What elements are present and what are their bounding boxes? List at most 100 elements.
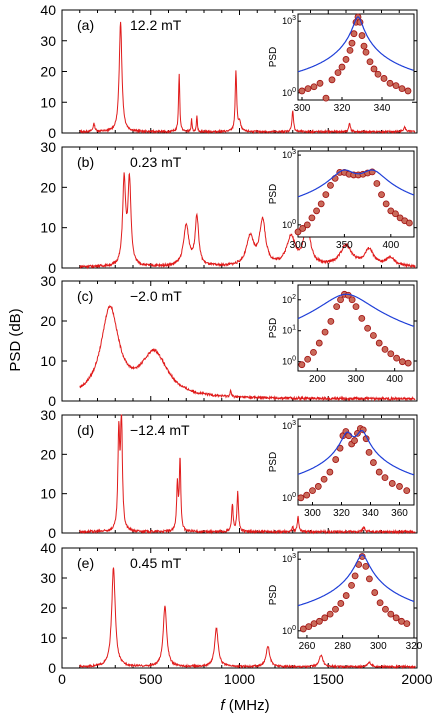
data-point (362, 48, 370, 56)
y-tick-label: 0 (48, 393, 56, 409)
inset-x-tick-label: 350 (336, 240, 353, 251)
data-point (342, 56, 350, 63)
x-axis-label: f (MHz) (220, 697, 269, 714)
data-point (369, 332, 377, 339)
inset-y-tick-label: 103 (282, 149, 296, 160)
y-tick-label: 30 (40, 139, 56, 155)
data-point (321, 614, 329, 622)
data-point (387, 610, 395, 618)
inset-y-tick-label: 100 (282, 219, 296, 230)
fit-curve (297, 430, 415, 476)
spectrum-line (79, 172, 416, 270)
data-point (398, 358, 406, 366)
panel-label: (b) (77, 154, 94, 170)
data-point (334, 69, 342, 77)
y-tick-label: 20 (40, 64, 56, 80)
inset-frame (297, 150, 415, 238)
data-point (365, 448, 373, 456)
spectrum-line (79, 567, 416, 670)
data-point (386, 79, 394, 87)
inset-x-tick-label: 320 (333, 508, 350, 519)
y-tick-label: 40 (40, 540, 56, 556)
data-point (294, 228, 302, 236)
x-tick-label: 1000 (224, 671, 255, 687)
y-tick-label: 20 (40, 313, 56, 329)
inset-x-tick-label: 300 (370, 641, 387, 652)
data-point (331, 174, 339, 182)
data-point (297, 494, 305, 502)
inset-y-tick-label: 100 (282, 87, 296, 98)
data-point (376, 599, 384, 607)
data-point (381, 474, 389, 482)
x-tick-label: 500 (139, 671, 163, 687)
y-tick-label: 0 (48, 260, 56, 276)
data-point (392, 614, 400, 622)
data-point (371, 589, 379, 596)
inset-x-tick-label: 300 (348, 374, 365, 385)
data-point (304, 85, 312, 93)
data-point (382, 200, 390, 208)
fit-curve (297, 169, 415, 198)
y-tick-label: 0 (48, 125, 56, 141)
data-point (387, 350, 395, 358)
inset-y-tick-label: 103 (282, 553, 296, 564)
data-point (337, 296, 344, 304)
panel-e: 0 10 20 30 40 0 500 1000 1500 2000 (e) 0.45 mT PSD 26… (40, 540, 432, 687)
data-point (352, 303, 360, 311)
data-point (404, 87, 412, 95)
inset-x-tick-label: 320 (334, 103, 351, 114)
y-tick-label: 30 (40, 407, 56, 423)
data-point (364, 324, 372, 332)
y-axis-label: PSD (dB) (7, 308, 24, 371)
spectrum-line (79, 414, 416, 535)
data-point (327, 318, 335, 325)
data-point (320, 475, 328, 483)
inset-y-label: PSD (268, 452, 279, 473)
inset-y-tick-label: 100 (282, 492, 296, 503)
panel-label: (d) (77, 422, 94, 438)
y-tick-label: 30 (40, 273, 56, 289)
data-point (322, 94, 330, 102)
panel-label: (a) (77, 17, 94, 33)
inset-x-tick-label: 280 (334, 641, 351, 652)
inset-y-label: PSD (268, 184, 279, 205)
data-point (303, 221, 311, 229)
data-point (322, 191, 330, 198)
data-point (332, 456, 340, 463)
inset-x-tick-label: 340 (362, 508, 379, 519)
y-tick-label: 0 (48, 525, 56, 541)
data-point (315, 339, 323, 347)
data-point (388, 480, 396, 487)
inset-x-tick-label: 400 (382, 240, 399, 251)
data-point (375, 339, 383, 347)
data-point (321, 328, 329, 336)
data-point (358, 315, 366, 322)
data-point (392, 82, 400, 90)
inset-y-tick-label: 103 (282, 420, 296, 431)
inset-y-tick-label: 101 (282, 325, 296, 336)
data-point (369, 459, 377, 466)
data-point (398, 85, 406, 93)
data-point (309, 487, 316, 495)
inset-x-tick-label: 200 (309, 374, 326, 385)
data-point (405, 219, 413, 227)
data-point (327, 181, 334, 189)
y-tick-label: 10 (40, 630, 56, 646)
inset-x-tick-label: 320 (406, 641, 423, 652)
inset-x-tick-label: 340 (374, 103, 391, 114)
inset-d: PSD 300 320 340 360 100 103 (268, 418, 415, 519)
data-point (305, 623, 313, 631)
data-point (326, 610, 334, 618)
inset-y-tick-label: 100 (282, 356, 296, 367)
inset-a: PSD 300 320 340 100 103 (268, 13, 415, 114)
x-tick-label: 1500 (313, 671, 344, 687)
inset-x-tick-label: 300 (304, 508, 321, 519)
fit-curve (297, 554, 415, 607)
y-tick-label: 40 (40, 2, 56, 18)
data-point (317, 200, 325, 208)
data-point (299, 225, 307, 232)
panel-d: 0 10 20 30 (d) −12.4 mT PSD 300 320 340 360 100 103 (40, 407, 418, 541)
inset-x-tick-label: 260 (299, 641, 316, 652)
data-point (378, 191, 385, 198)
data-point (348, 39, 356, 47)
